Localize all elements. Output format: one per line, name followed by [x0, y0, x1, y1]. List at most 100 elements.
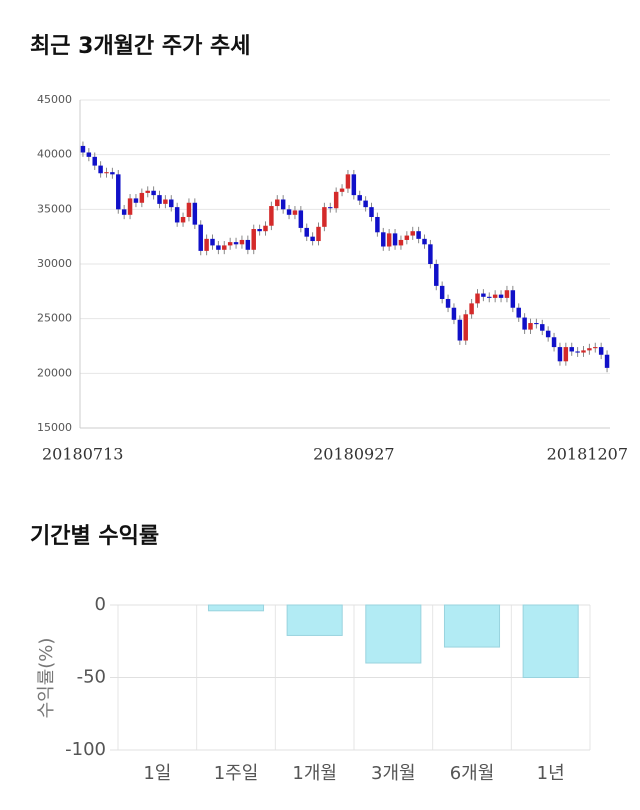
candle-body	[545, 330, 551, 338]
y-tick-label: 30000	[37, 257, 72, 270]
candle-body	[445, 298, 451, 308]
candle-body	[469, 303, 474, 315]
y-tick-label: 45000	[37, 93, 72, 106]
candle-body	[169, 199, 174, 208]
x-tick-label: 20180927	[313, 445, 394, 464]
candle-body	[80, 145, 86, 153]
candle-body	[487, 296, 492, 298]
x-tick-label: 1주일	[214, 763, 259, 784]
candle-body	[516, 307, 521, 318]
candle-body	[528, 323, 533, 330]
candle-body	[410, 231, 415, 236]
candle-body	[381, 232, 386, 247]
candle-body	[593, 347, 598, 349]
candle-body	[227, 242, 233, 246]
chart-title: 기간별 수익률	[30, 524, 159, 549]
candle-body	[216, 245, 221, 250]
candle-body	[245, 239, 251, 250]
candle-body	[280, 199, 286, 210]
candle-body	[522, 317, 527, 330]
candle-body	[581, 350, 586, 353]
candle-body	[587, 348, 592, 351]
candle-body	[210, 238, 215, 246]
candle-body	[339, 188, 345, 192]
bar	[522, 604, 579, 678]
candle-body	[257, 229, 262, 232]
candle-body	[110, 172, 115, 175]
x-tick-label: 1개월	[292, 763, 337, 784]
candle-body	[451, 307, 457, 320]
candle-body	[145, 190, 150, 193]
candle-body	[304, 227, 309, 237]
candle-body	[404, 235, 410, 240]
candle-body	[198, 224, 203, 251]
candle-body	[540, 324, 545, 331]
candle-body	[275, 199, 280, 207]
candle-body	[269, 206, 274, 226]
candle-body	[457, 319, 463, 341]
candle-body	[510, 290, 516, 308]
candle-body	[392, 233, 398, 246]
chart-title: 최근 3개월간 주가 추세	[30, 34, 250, 59]
x-tick-label: 1일	[143, 763, 171, 784]
candle-body	[345, 174, 351, 189]
candle-body	[351, 174, 357, 196]
y-tick-label: 0	[95, 594, 106, 615]
candle-body	[298, 210, 304, 228]
candle-body	[121, 209, 127, 215]
y-tick-label: 15000	[37, 421, 72, 434]
y-tick-label: -100	[65, 739, 106, 760]
y-tick-label: 25000	[37, 312, 72, 325]
candle-body	[333, 191, 339, 209]
candle-body	[292, 210, 298, 215]
candle-body	[604, 354, 610, 368]
candle-body	[98, 165, 103, 174]
candle-body	[439, 285, 445, 299]
candle-body	[316, 226, 321, 242]
bar	[207, 604, 265, 612]
candle-body	[398, 239, 404, 246]
candle-body	[204, 238, 209, 251]
candle-body	[363, 200, 368, 208]
candle-body	[233, 242, 239, 245]
candle-body	[492, 294, 498, 298]
candle-body	[310, 236, 315, 242]
candle-body	[263, 225, 268, 232]
x-tick-label: 1년	[537, 763, 565, 784]
candle-body	[551, 337, 557, 348]
x-tick-label: 20180713	[42, 445, 123, 464]
candle-body	[157, 195, 162, 204]
candle-body	[222, 245, 227, 250]
x-tick-label: 3개월	[371, 763, 416, 784]
candle-body	[174, 207, 180, 223]
bar	[286, 604, 343, 636]
candle-body	[328, 207, 333, 209]
candle-body	[180, 216, 186, 223]
y-axis-label: 수익률(%)	[36, 638, 57, 719]
candle-body	[286, 209, 292, 215]
candle-body	[139, 192, 145, 203]
candle-body	[386, 233, 392, 247]
x-tick-label: 20181207	[547, 445, 628, 464]
candle-body	[569, 347, 574, 352]
candle-body	[116, 174, 121, 210]
candle-body	[192, 202, 198, 225]
bar	[365, 604, 422, 664]
candle-body	[251, 229, 256, 250]
y-tick-label: 35000	[37, 202, 72, 215]
candle-body	[375, 216, 380, 233]
candle-body	[463, 314, 468, 341]
candle-body	[504, 290, 510, 298]
candle-body	[92, 156, 97, 166]
candle-body	[163, 199, 168, 204]
bar	[443, 604, 501, 648]
candle-body	[322, 207, 327, 227]
candle-body	[534, 323, 539, 325]
x-tick-label: 6개월	[450, 763, 495, 784]
candle-body	[369, 207, 374, 217]
candle-body	[563, 347, 569, 362]
y-tick-label: -50	[77, 667, 106, 688]
candle-body	[186, 202, 192, 217]
candle-body	[481, 293, 486, 297]
